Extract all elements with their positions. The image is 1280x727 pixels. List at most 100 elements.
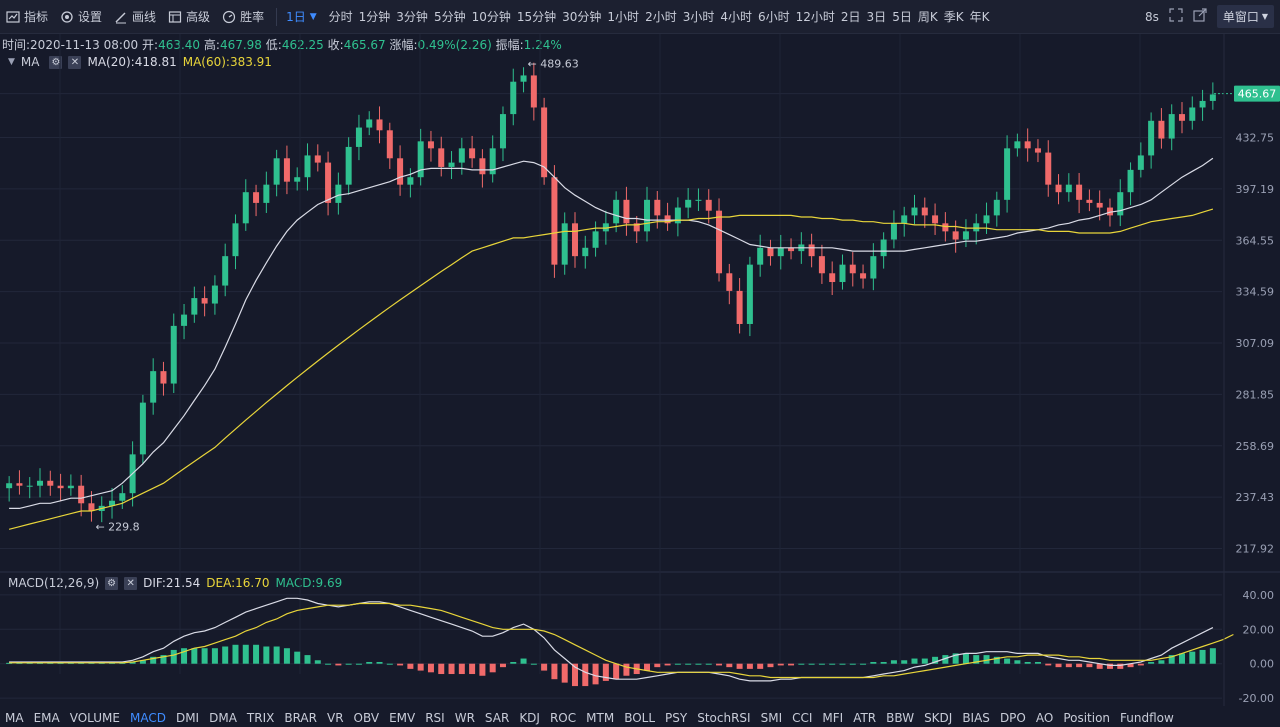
candle-body [860, 273, 867, 279]
candle-body [263, 184, 270, 203]
interval-option[interactable]: 3日 [866, 10, 887, 24]
indicator-tab[interactable]: MA [5, 710, 24, 725]
candle-body [685, 199, 692, 208]
indicator-tab[interactable]: StochRSI [697, 710, 751, 725]
indicator-tab[interactable]: CCI [792, 710, 813, 725]
macd-legend-name: MACD(12,26,9) [8, 576, 100, 590]
indicator-tab[interactable]: BRAR [284, 710, 317, 725]
candle-body [448, 162, 455, 167]
indicator-tab[interactable]: WR [454, 710, 475, 725]
indicator-tab[interactable]: DMI [175, 710, 200, 725]
indicator-tab[interactable]: KDJ [519, 710, 540, 725]
popout-icon[interactable] [1193, 8, 1207, 25]
indicator-tab[interactable]: VR [326, 710, 344, 725]
interval-option[interactable]: 1分钟 [358, 10, 391, 24]
interval-option[interactable]: 2小时 [645, 10, 677, 24]
candle-body [644, 199, 651, 232]
time-value: 2020-11-13 08:00 [30, 38, 139, 52]
indicator-tab[interactable]: BBW [886, 710, 915, 725]
interval-option[interactable]: 10分钟 [471, 10, 511, 24]
indicator-tab[interactable]: DPO [999, 710, 1026, 725]
interval-option[interactable]: 4小时 [720, 10, 752, 24]
indicator-tab[interactable]: OBV [353, 710, 380, 725]
macd-histogram-bar [222, 646, 229, 664]
interval-option[interactable]: 15分钟 [516, 10, 557, 24]
indicator-tab[interactable]: RSI [425, 710, 445, 725]
macd-close-icon[interactable]: ✕ [124, 576, 138, 590]
candle-body [623, 199, 630, 224]
indicator-tab[interactable]: MACD [129, 710, 166, 725]
interval-option[interactable]: 12小时 [795, 10, 835, 24]
indicator-tab[interactable]: MTM [586, 710, 615, 725]
chart-canvas[interactable]: ← 489.63 ← 229.8 465.67 432.75 397.19 364.55 3… [0, 34, 1280, 708]
tool-draw-line[interactable]: 画线 [108, 8, 162, 25]
candle-body [726, 273, 733, 291]
open-value: 463.40 [158, 38, 201, 52]
indicator-tab[interactable]: BOLL [624, 710, 656, 725]
collapse-icon[interactable]: ▼ [8, 57, 15, 67]
macd-histogram-bar [181, 648, 188, 664]
ma-close-icon[interactable]: ✕ [68, 55, 82, 69]
indicator-tab[interactable]: EMA [33, 710, 60, 725]
single-window-button[interactable]: 单窗口 ▼ [1216, 5, 1274, 28]
candle-body [366, 119, 373, 128]
caret-down-icon: ▼ [309, 11, 317, 22]
indicator-tab[interactable]: TRIX [246, 710, 275, 725]
indicator-tab[interactable]: ROC [549, 710, 577, 725]
indicator-tab[interactable]: SAR [484, 710, 510, 725]
indicator-tab[interactable]: EMV [389, 710, 416, 725]
macd-histogram-bar [1034, 661, 1041, 664]
candle-body [1096, 202, 1103, 208]
indicator-tab[interactable]: BIAS [962, 710, 990, 725]
interval-option[interactable]: 2日 [840, 10, 861, 24]
indicator-tab[interactable]: PSY [665, 710, 688, 725]
indicator-tab[interactable]: SKDJ [924, 710, 953, 725]
interval-option[interactable]: 5日 [892, 10, 912, 24]
macd-histogram-bar [716, 663, 723, 666]
interval-active[interactable]: 1日 ▼ [283, 8, 320, 25]
ma-settings-icon[interactable]: ⚙ [49, 55, 63, 69]
indicator-tab[interactable]: AO [1035, 710, 1054, 725]
interval-option[interactable]: 3分钟 [396, 10, 428, 24]
candle-body [458, 148, 465, 163]
interval-option[interactable]: 6小时 [757, 10, 790, 24]
macd-histogram-bar [654, 663, 661, 668]
candle-body [1158, 120, 1165, 139]
interval-option[interactable]: 1小时 [607, 10, 640, 24]
expand-icon[interactable] [1169, 8, 1183, 25]
macd-histogram-bar [561, 663, 568, 683]
macd-histogram-bar [273, 646, 280, 664]
indicator-tab[interactable]: MFI [822, 710, 844, 725]
candle-body [839, 264, 846, 283]
refresh-interval[interactable]: 8s [1144, 9, 1159, 24]
indicator-tab[interactable]: Fundflow [1120, 710, 1174, 725]
interval-option[interactable]: 3小时 [682, 10, 715, 24]
tool-indicator[interactable]: 指标 [0, 8, 54, 25]
macd-histogram-bar [304, 655, 311, 664]
macd-histogram-bar [746, 663, 753, 669]
macd-histogram-bar [263, 646, 270, 664]
tool-win-rate[interactable]: 胜率 [216, 8, 270, 25]
tool-settings[interactable]: 设置 [54, 8, 108, 25]
interval-option[interactable]: 年K [969, 10, 990, 24]
interval-option[interactable]: 周K [917, 10, 938, 24]
last-price-tag [1234, 85, 1280, 102]
interval-option[interactable]: 30分钟 [562, 10, 602, 24]
candle-body [1055, 184, 1062, 193]
indicator-tab[interactable]: Position [1063, 710, 1111, 725]
candle-body [273, 158, 280, 185]
interval-option[interactable]: 分时 [328, 10, 353, 24]
tool-label: 高级 [186, 10, 211, 24]
macd-histogram-bar [788, 663, 795, 666]
macd-settings-icon[interactable]: ⚙ [105, 576, 119, 590]
indicator-tab[interactable]: DMA [209, 710, 237, 725]
interval-option[interactable]: 季K [943, 10, 964, 24]
candle-body [829, 273, 836, 283]
indicator-tab[interactable]: SMI [760, 710, 783, 725]
tool-advanced[interactable]: 高级 [162, 8, 216, 25]
candle-body [993, 199, 1000, 216]
macd-histogram-bar [942, 655, 949, 664]
indicator-tab[interactable]: ATR [853, 710, 877, 725]
indicator-tab[interactable]: VOLUME [69, 710, 120, 725]
interval-option[interactable]: 5分钟 [433, 10, 466, 24]
